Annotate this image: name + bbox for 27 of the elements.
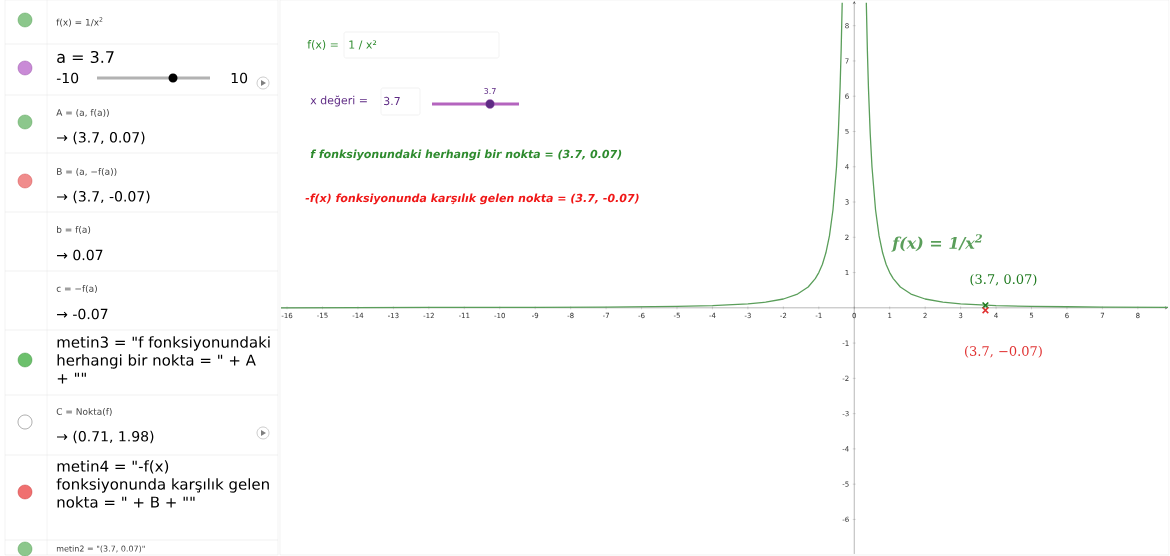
text: C = Nokta(f) [56, 407, 112, 416]
text: -10 [56, 72, 79, 84]
text: metin2 = "(3.7, 0.07)" [56, 545, 145, 553]
text: b = f(a) [57, 225, 91, 235]
text: → (0.71, 1.98) [57, 430, 154, 444]
series-label: f(x) = 1/x$^{2}$ [891, 234, 982, 252]
text: c = −f(a) [56, 284, 97, 293]
annotation: f fonksiyonundaki herhangi bir nokta = (3.7, 0.07) [310, 149, 622, 161]
text: 10 [231, 72, 248, 84]
text: metin4 = "-f(x) fonksiyonunda karşılık gelen nokta = " + B + "" [56, 460, 269, 508]
text: a = 3.7 [57, 50, 114, 64]
text: → -0.07 [57, 308, 108, 320]
data-label: (3.7, −0.07) [965, 345, 1042, 358]
annotation: 3.7 [484, 87, 496, 95]
text: A = (a, f(a)) [56, 108, 109, 118]
text: f(x) = 1/x$^{2}$ [56, 17, 103, 27]
data-label: (3.7, 0.07) [970, 273, 1037, 286]
annotation: 3.7 [384, 96, 400, 106]
annotation: -f(x) fonksiyonunda karşılık gelen nokta = (3.7, -0.07) [305, 193, 639, 205]
text: → (3.7, 0.07) [57, 131, 145, 145]
annotation: f(x) = [307, 40, 338, 50]
annotation: x değeri = [310, 95, 367, 107]
annotation: 1 / x² [349, 40, 377, 50]
text: B = (a, −f(a)) [57, 167, 117, 177]
text: metin3 = "f fonksiyonundaki herhangi bir nokta = " + A + "" [57, 336, 270, 384]
text: → 0.07 [57, 249, 103, 261]
text: → (3.7, -0.07) [57, 190, 150, 204]
